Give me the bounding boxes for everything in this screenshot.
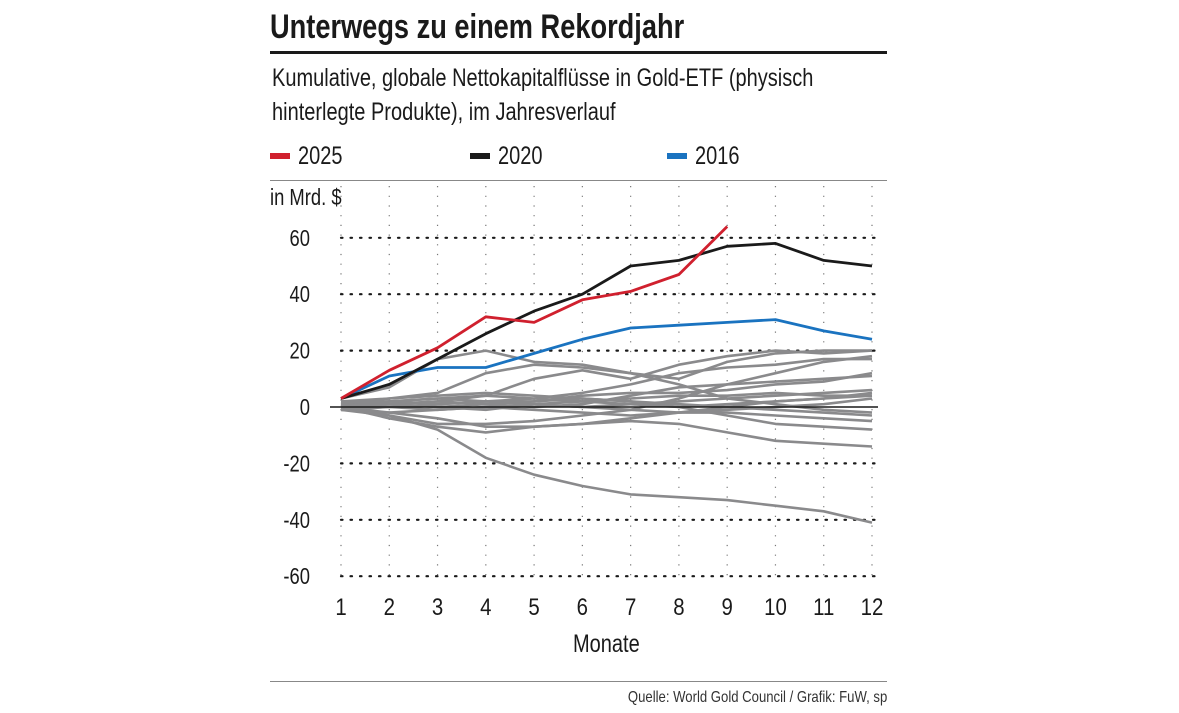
x-tick-label: 2 [384, 593, 395, 620]
legend-swatch-2020 [470, 153, 490, 159]
y-tick-label: 20 [290, 339, 310, 364]
source-rule [270, 681, 887, 682]
series-line-2016 [340, 318, 873, 400]
x-tick-label: 9 [722, 593, 733, 620]
chart-title: Unterwegs zu einem Rekordjahr [270, 8, 685, 46]
legend-swatch-2016 [667, 153, 687, 159]
x-tick-label: 6 [577, 593, 588, 620]
legend-swatch-2025 [270, 153, 290, 159]
x-tick-label: 5 [528, 593, 539, 620]
x-tick-label: 1 [335, 593, 346, 620]
y-tick-label: -60 [283, 564, 310, 589]
chart-subtitle-line1: Kumulative, globale Nettokapitalflüsse i… [272, 64, 814, 92]
x-axis-label: Monate [573, 630, 640, 658]
legend-rule [270, 180, 887, 181]
x-tick-label: 4 [480, 593, 491, 620]
series-line-2020 [340, 242, 873, 400]
y-tick-label: 40 [290, 282, 310, 307]
y-tick-label: 0 [300, 395, 310, 420]
x-tick-label: 12 [861, 593, 884, 620]
legend-label-2025: 2025 [298, 142, 343, 170]
series-line-2025 [340, 225, 729, 400]
legend-label-2016: 2016 [695, 142, 740, 170]
x-tick-label: 10 [764, 593, 787, 620]
source-note: Quelle: World Gold Council / Grafik: FuW… [627, 689, 887, 706]
x-tick-label: 11 [813, 593, 834, 620]
series-line-other-year [340, 405, 873, 448]
x-tick-label: 7 [625, 593, 636, 620]
y-tick-label: -20 [283, 452, 310, 477]
series-line-other-year [340, 402, 873, 524]
legend-label-2020: 2020 [498, 142, 543, 170]
series-line-other-year [340, 349, 872, 406]
chart-subtitle-line2: hinterlegte Produkte), im Jahresverlauf [272, 98, 616, 126]
series-line-other-year [340, 354, 873, 426]
y-tick-label: 60 [290, 226, 310, 251]
y-axis-unit: in Mrd. $ [270, 184, 342, 210]
title-rule [270, 51, 887, 54]
x-tick-label: 8 [673, 593, 684, 620]
x-tick-label: 3 [432, 593, 443, 620]
series-line-other-year [340, 371, 873, 412]
y-tick-label: -40 [283, 508, 310, 533]
